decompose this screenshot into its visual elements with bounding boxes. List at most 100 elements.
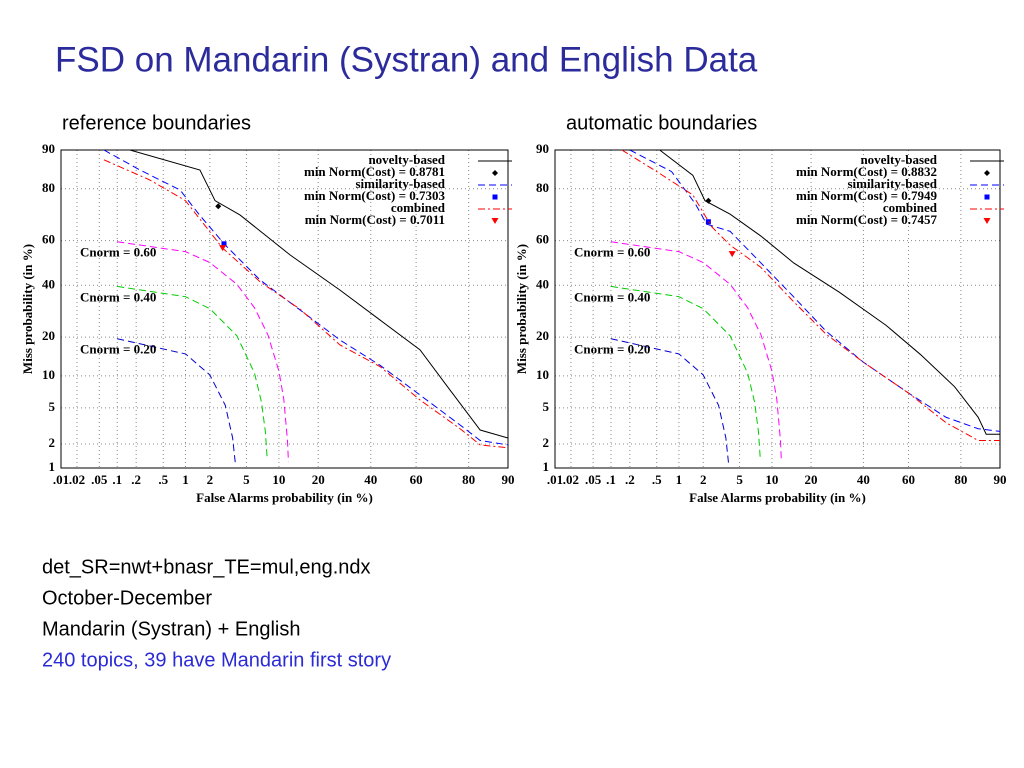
x-tick-label: .02 <box>563 472 579 487</box>
y-tick-label: 20 <box>536 328 549 343</box>
series-line <box>659 150 1000 435</box>
y-tick-label: 1 <box>543 459 550 474</box>
x-tick-label: 40 <box>857 472 870 487</box>
cost-curve <box>117 241 289 462</box>
cost-curve <box>610 285 761 460</box>
x-tick-label: .2 <box>131 472 141 487</box>
series-line <box>103 150 508 446</box>
series-line <box>629 150 1000 432</box>
legend-label: novelty-based <box>368 152 445 167</box>
y-tick-label: 60 <box>42 232 55 247</box>
y-axis-label: Miss probability (in %) <box>20 244 35 374</box>
chart-subtitle: automatic boundaries <box>566 112 757 134</box>
x-tick-label: .2 <box>625 472 635 487</box>
chart-subtitle: reference boundaries <box>62 112 251 134</box>
cost-curve <box>610 241 782 462</box>
cost-label: Cnorm = 0.20 <box>80 342 156 357</box>
legend-label: min Norm(Cost) = 0.8832 <box>796 164 937 179</box>
legend-label: min Norm(Cost) = 0.7949 <box>796 188 938 203</box>
slide-title: FSD on Mandarin (Systran) and English Da… <box>55 40 758 79</box>
x-tick-label: .05 <box>585 472 602 487</box>
x-tick-label: 40 <box>364 472 377 487</box>
marker <box>215 203 222 210</box>
series-line <box>129 150 508 439</box>
x-tick-label: .02 <box>69 472 85 487</box>
x-tick-label: 1 <box>676 472 683 487</box>
x-tick-label: 80 <box>462 472 475 487</box>
series-line <box>103 159 508 449</box>
cost-label: Cnorm = 0.40 <box>574 289 650 304</box>
y-tick-label: 10 <box>42 367 55 382</box>
x-tick-label: 10 <box>765 472 778 487</box>
x-tick-label: 80 <box>954 472 967 487</box>
x-tick-label: .01 <box>53 472 69 487</box>
legend-label: combined <box>391 200 446 215</box>
x-tick-label: .01 <box>547 472 563 487</box>
legend-label: min Norm(Cost) = 0.8781 <box>304 164 445 179</box>
note: October-December <box>42 587 212 609</box>
cost-curve <box>117 338 236 464</box>
y-tick-label: 80 <box>42 180 55 195</box>
chart: reference boundaries .01.02 .05 .1 .2 .5 1 2 5 10… <box>20 112 515 505</box>
y-tick-label: 40 <box>42 276 55 291</box>
x-tick-label: 60 <box>410 472 423 487</box>
x-tick-label: .5 <box>158 472 168 487</box>
cost-label: Cnorm = 0.20 <box>574 342 650 357</box>
legend-label: similarity-based <box>847 176 937 191</box>
x-tick-label: 5 <box>736 472 743 487</box>
cost-curve <box>610 338 730 464</box>
legend-marker <box>984 170 990 176</box>
legend-marker <box>492 170 498 176</box>
marker <box>728 251 736 258</box>
x-tick-label: .5 <box>652 472 662 487</box>
legend-label: min Norm(Cost) = 0.7011 <box>305 212 445 227</box>
y-tick-label: 2 <box>543 435 550 450</box>
y-tick-label: 80 <box>536 180 549 195</box>
cost-curve <box>117 285 268 460</box>
x-tick-label: 20 <box>805 472 818 487</box>
y-tick-label: 1 <box>49 459 56 474</box>
marker <box>221 241 227 247</box>
y-tick-label: 40 <box>536 276 549 291</box>
y-tick-label: 90 <box>42 141 55 156</box>
x-tick-label: 2 <box>207 472 214 487</box>
y-tick-label: 10 <box>536 367 549 382</box>
x-tick-label: 5 <box>243 472 250 487</box>
cost-label: Cnorm = 0.60 <box>574 245 650 260</box>
note: 240 topics, 39 have Mandarin first story <box>42 649 391 671</box>
y-tick-label: 5 <box>49 399 56 414</box>
y-tick-label: 20 <box>42 328 55 343</box>
plot-frame <box>60 149 509 469</box>
x-tick-label: 20 <box>312 472 325 487</box>
legend-marker <box>492 194 498 200</box>
y-tick-label: 2 <box>49 435 56 450</box>
legend-marker <box>983 218 991 224</box>
cost-label: Cnorm = 0.60 <box>80 245 156 260</box>
x-tick-label: .05 <box>91 472 108 487</box>
y-tick-label: 60 <box>536 232 549 247</box>
y-tick-label: 5 <box>543 399 550 414</box>
plot-frame <box>554 149 1001 469</box>
chart: automatic boundaries .01.02 .05 .1 .2 .5 1 2 5 10… <box>514 112 1007 505</box>
legend-label: combined <box>883 200 938 215</box>
y-axis-label: Miss probability (in %) <box>514 244 529 374</box>
x-tick-label: 60 <box>902 472 915 487</box>
x-tick-label: 1 <box>182 472 189 487</box>
x-tick-label: 90 <box>502 472 515 487</box>
x-tick-label: 2 <box>700 472 707 487</box>
note: det_SR=nwt+bnasr_TE=mul,eng.ndx <box>42 556 371 578</box>
x-tick-label: .1 <box>606 472 616 487</box>
x-tick-label: 10 <box>272 472 285 487</box>
x-tick-label: 90 <box>994 472 1007 487</box>
legend-label: novelty-based <box>860 152 937 167</box>
legend-marker <box>984 194 990 200</box>
x-axis-label: False Alarms probability (in %) <box>196 490 373 505</box>
x-axis-label: False Alarms probability (in %) <box>689 490 866 505</box>
legend-label: min Norm(Cost) = 0.7303 <box>304 188 446 203</box>
legend-label: similarity-based <box>355 176 445 191</box>
note: Mandarin (Systran) + English <box>42 618 300 640</box>
x-tick-label: .1 <box>112 472 122 487</box>
cost-label: Cnorm = 0.40 <box>80 289 156 304</box>
marker <box>705 197 712 204</box>
